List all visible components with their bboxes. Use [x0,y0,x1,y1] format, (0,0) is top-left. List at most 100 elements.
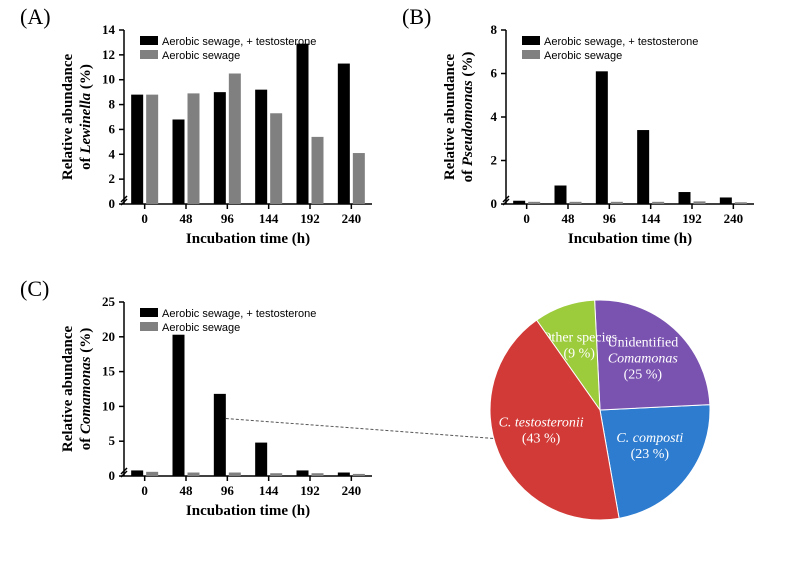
bar [297,470,309,476]
svg-text:48: 48 [180,483,194,498]
pie-slice [600,405,710,519]
svg-text:of Lewinella (%): of Lewinella (%) [78,64,94,170]
svg-text:0: 0 [109,196,116,211]
bar [270,113,282,204]
svg-text:Incubation time (h): Incubation time (h) [186,231,310,247]
bar [513,201,525,204]
bar [353,474,365,476]
bar [735,202,747,204]
svg-text:144: 144 [259,211,279,226]
svg-text:Incubation time (h): Incubation time (h) [186,503,310,519]
bar [353,153,365,204]
svg-text:10: 10 [102,72,115,87]
svg-text:192: 192 [682,211,702,226]
bar [312,137,324,204]
chart-a: 0246810121404896144192240Aerobic sewage,… [62,24,382,248]
bar [528,202,540,204]
svg-text:20: 20 [102,329,115,344]
svg-text:of Comamonas (%): of Comamonas (%) [78,328,94,451]
svg-text:96: 96 [221,211,235,226]
bar [637,130,649,204]
svg-text:of Pseudomonas (%): of Pseudomonas (%) [460,52,476,183]
svg-text:25: 25 [102,296,116,309]
bar [679,192,691,204]
svg-text:4: 4 [109,146,116,161]
svg-text:Aerobic sewage: Aerobic sewage [544,50,622,62]
svg-text:Aerobic sewage, + testosterone: Aerobic sewage, + testosterone [162,36,316,48]
bar [188,473,200,476]
svg-text:5: 5 [109,433,116,448]
legend: Aerobic sewage, + testosterone Aerobic se… [140,308,316,334]
svg-text:4: 4 [491,109,498,124]
pie-slice-label: C. composti(23 %) [616,431,683,462]
svg-text:Aerobic sewage, + testosterone: Aerobic sewage, + testosterone [162,308,316,320]
svg-text:8: 8 [491,24,498,37]
svg-text:48: 48 [562,211,576,226]
panel-a-label: (A) [20,4,51,30]
svg-text:240: 240 [342,483,362,498]
bar [131,95,143,204]
bar [652,202,664,204]
svg-text:Relative abundance: Relative abundance [62,54,76,181]
pie-slice-label: C. testosteronii(43 %) [499,416,584,447]
chart-c: 0 5 10 15 20 25 0 48 96 144 192 240 Aerobic sewage, … [62,296,382,520]
svg-text:Aerobic sewage: Aerobic sewage [162,50,240,62]
svg-text:Relative abundance: Relative abundance [62,326,76,453]
legend: Aerobic sewage, + testosterone Aerobic se… [522,36,698,62]
svg-text:0: 0 [523,211,530,226]
bar [596,71,608,204]
svg-text:0: 0 [491,196,498,211]
bar [214,394,226,476]
svg-text:6: 6 [491,66,498,81]
svg-text:48: 48 [180,211,194,226]
bar [188,93,200,204]
svg-text:240: 240 [724,211,744,226]
svg-text:0: 0 [141,483,148,498]
bar [570,202,582,204]
bar [229,473,241,476]
svg-text:2: 2 [109,171,116,186]
chart-c-svg: 0 5 10 15 20 25 0 48 96 144 192 240 Aerobic sewage, … [62,296,382,520]
svg-text:144: 144 [259,483,279,498]
svg-text:Relative abundance: Relative abundance [444,54,458,181]
bar [146,95,158,204]
bar [720,197,732,204]
bar [297,44,309,204]
svg-text:12: 12 [102,47,115,62]
svg-text:0: 0 [141,211,148,226]
svg-text:2: 2 [491,153,498,168]
chart-b-svg: 0 2 4 6 8 0 48 96 144 192 240 Aerobic sewage, + tes… [444,24,764,248]
svg-text:Incubation time (h): Incubation time (h) [568,231,692,247]
bar [214,92,226,204]
bar [694,201,706,204]
svg-text:Aerobic sewage: Aerobic sewage [162,322,240,334]
pie-slice [490,320,619,520]
bar [255,90,267,204]
pie-slice [595,300,710,410]
svg-text:Aerobic sewage, + testosterone: Aerobic sewage, + testosterone [544,36,698,48]
bar [229,74,241,205]
svg-text:192: 192 [300,483,320,498]
svg-text:96: 96 [603,211,617,226]
bar [555,186,567,204]
panel-b-label: (B) [402,4,431,30]
svg-text:8: 8 [109,97,116,112]
chart-b: 0 2 4 6 8 0 48 96 144 192 240 Aerobic sewage, + tes… [444,24,764,248]
svg-text:10: 10 [102,398,115,413]
chart-a-svg: 0246810121404896144192240Aerobic sewage,… [62,24,382,248]
svg-text:0: 0 [109,468,116,483]
svg-text:240: 240 [342,211,362,226]
svg-text:96: 96 [221,483,235,498]
svg-text:144: 144 [641,211,661,226]
bar [173,335,185,476]
svg-text:15: 15 [102,364,116,379]
pie-slice-label: Other species(9 %) [541,331,617,362]
panel-c-label: (C) [20,276,49,302]
bar [338,64,350,204]
bar [173,119,185,204]
bar [338,473,350,476]
bar [131,470,143,476]
bar [611,202,623,204]
pie-slice-label: UnidentifiedComamonas(25 %) [607,336,678,383]
legend: Aerobic sewage, + testosterone Aerobic se… [140,36,316,62]
